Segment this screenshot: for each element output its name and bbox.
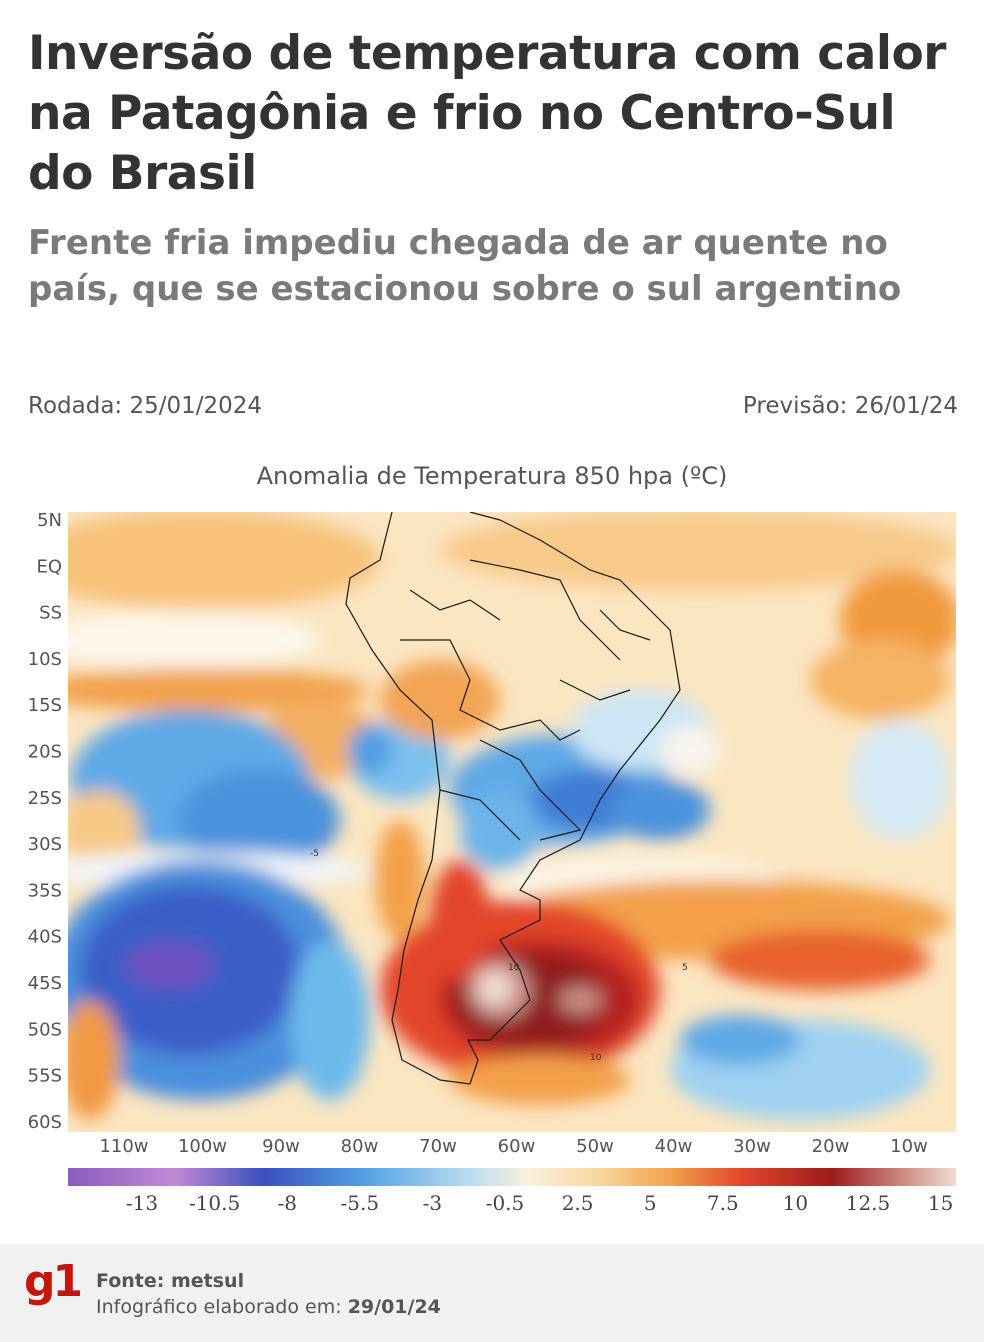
lon-label: 70w: [419, 1136, 457, 1157]
map-title: Anomalia de Temperatura 850 hpa (ºC): [256, 462, 728, 490]
temperature-anomaly-map: -5 10 5 10 5N EQ SS 10S 15S 20S 25S 30S 35S 40S 45…: [28, 510, 956, 1157]
south-america-outline: [345, 512, 681, 1085]
scale-label: 12.5: [846, 1191, 891, 1215]
anomaly-field: -5 10 5 10: [68, 512, 956, 1132]
scale-label: 15: [928, 1191, 953, 1215]
lat-label: 15S: [28, 695, 62, 716]
page-subtitle: Frente fria impediu chegada de ar quente…: [28, 223, 902, 309]
scale-label: -8: [277, 1191, 296, 1215]
scale-label: 10: [783, 1191, 808, 1215]
g1-logo: g1: [24, 1256, 83, 1307]
lat-label: 10S: [28, 649, 62, 670]
scale-label: 5: [644, 1191, 657, 1215]
lat-label: 20S: [28, 742, 62, 763]
lat-label: 50S: [28, 1019, 62, 1040]
source-info: Fonte: metsul Infográfico elaborado em: …: [96, 1268, 441, 1320]
footer: g1 Fonte: metsul Infográfico elaborado e…: [0, 1244, 984, 1342]
page-title: Inversão de temperatura com calor na Pat…: [28, 26, 946, 201]
scale-label: -10.5: [189, 1191, 240, 1215]
contour-label-neg5: -5: [310, 849, 319, 859]
contour-label-10: 10: [508, 963, 520, 973]
color-scale-bar: [68, 1168, 956, 1186]
scale-label: -13: [126, 1191, 158, 1215]
lon-label: 100w: [178, 1136, 227, 1157]
lat-label: 25S: [28, 788, 62, 809]
lon-label: 40w: [655, 1136, 693, 1157]
lat-label: SS: [39, 603, 62, 624]
scale-label: -5.5: [341, 1191, 380, 1215]
lat-label: 60S: [28, 1112, 62, 1133]
contour-label-10b: 10: [590, 1053, 602, 1063]
lat-label: 40S: [28, 927, 62, 948]
lon-label: 50w: [576, 1136, 614, 1157]
scale-label: 2.5: [562, 1191, 594, 1215]
longitude-axis: 110w 100w 90w 80w 70w 60w 50w 40w 30w 20w 10w: [99, 1136, 927, 1157]
lat-label: 45S: [28, 973, 62, 994]
lon-label: 90w: [262, 1136, 300, 1157]
color-scale: -13 -10.5 -8 -5.5 -3 -0.5 2.5 5 7.5 10 12.5 15: [68, 1168, 956, 1215]
lon-label: 80w: [341, 1136, 379, 1157]
scale-label: -0.5: [486, 1191, 525, 1215]
made-label: Infográfico elaborado em:: [96, 1296, 342, 1318]
source-label: Fonte: metsul: [96, 1270, 245, 1292]
lat-label: 35S: [28, 880, 62, 901]
lon-label: 60w: [498, 1136, 536, 1157]
scale-label: -3: [423, 1191, 442, 1215]
contour-label-5: 5: [682, 963, 688, 973]
lon-label: 20w: [812, 1136, 850, 1157]
lat-label: 55S: [28, 1066, 62, 1087]
lon-label: 30w: [733, 1136, 771, 1157]
lat-label: 30S: [28, 834, 62, 855]
scale-label: 7.5: [707, 1191, 739, 1215]
lat-label: 5N: [37, 510, 62, 531]
made-date: 29/01/24: [347, 1296, 441, 1318]
forecast-date: Previsão: 26/01/24: [742, 393, 958, 419]
lon-label: 110w: [99, 1136, 148, 1157]
run-date: Rodada: 25/01/2024: [28, 393, 263, 419]
lon-label: 10w: [890, 1136, 928, 1157]
lat-label: EQ: [36, 556, 62, 577]
latitude-axis: 5N EQ SS 10S 15S 20S 25S 30S 35S 40S 45S 50S 55S 60S: [28, 510, 62, 1133]
